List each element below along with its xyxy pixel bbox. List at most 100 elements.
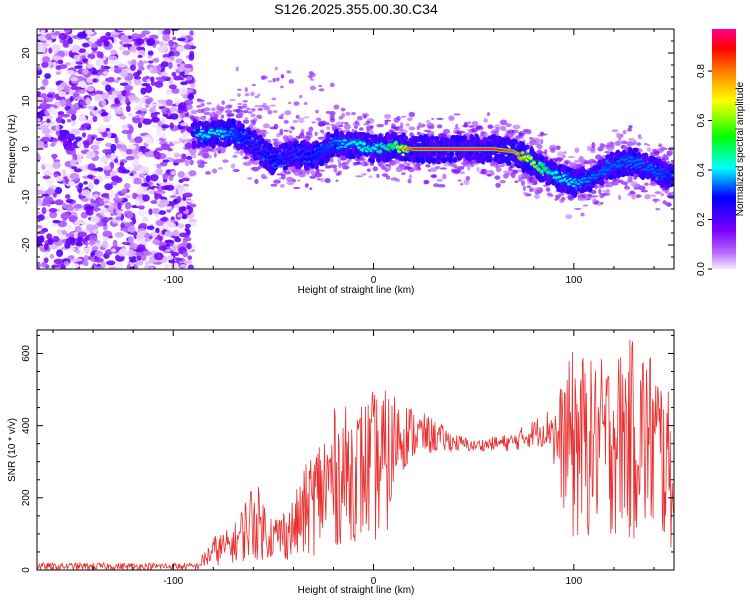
noise-cell: [118, 93, 123, 101]
noise-cell: [49, 244, 59, 250]
halo-cell: [514, 180, 519, 183]
noise-cell: [85, 205, 95, 211]
noise-cell: [122, 124, 128, 129]
noise-cell: [46, 118, 51, 123]
noise-cell: [130, 59, 137, 66]
noise-cell: [91, 50, 98, 54]
noise-cell: [101, 99, 107, 107]
halo-cell: [407, 117, 413, 121]
noise-cell: [37, 261, 41, 269]
halo-cell: [535, 142, 542, 148]
halo-cell: [320, 129, 325, 134]
noise-cell: [74, 65, 83, 69]
noise-cell: [70, 77, 78, 82]
halo-cell: [260, 75, 268, 79]
noise-cell: [146, 38, 156, 46]
halo-cell: [403, 161, 408, 165]
halo-cell: [309, 175, 317, 179]
halo-cell: [224, 105, 232, 110]
noise-cell: [114, 79, 120, 84]
noise-cell: [67, 37, 73, 45]
halo-cell: [423, 129, 431, 133]
noise-cell: [162, 159, 170, 163]
noise-cell: [164, 42, 170, 47]
noise-cell: [189, 30, 194, 36]
halo-cell: [278, 116, 284, 120]
halo-cell: [416, 125, 420, 131]
noise-cell: [102, 148, 112, 154]
halo-cell: [470, 127, 479, 133]
noise-cell: [183, 192, 193, 198]
ridge-body-cell: [353, 131, 358, 139]
noise-cell: [91, 224, 100, 230]
halo-cell: [391, 123, 396, 128]
noise-cell: [52, 61, 57, 67]
noise-cell: [120, 222, 126, 229]
halo-cell: [315, 117, 322, 121]
noise-cell: [113, 68, 123, 74]
halo-cell: [450, 163, 458, 168]
halo-cell: [495, 126, 500, 133]
halo-cell: [356, 115, 363, 121]
noise-cell: [52, 138, 59, 143]
noise-cell: [41, 43, 47, 52]
noise-cell: [127, 225, 136, 233]
halo-cell: [298, 174, 307, 177]
noise-cell: [59, 129, 69, 137]
halo-cell: [276, 133, 281, 138]
halo-cell: [503, 129, 509, 132]
noise-cell: [116, 143, 123, 150]
halo-cell: [284, 170, 292, 175]
noise-cell: [129, 243, 138, 249]
noise-cell: [124, 201, 132, 210]
halo-cell: [622, 130, 627, 135]
noise-cell: [120, 149, 127, 158]
noise-cell: [173, 50, 180, 57]
noise-cell: [124, 96, 130, 104]
halo-cell: [406, 166, 413, 169]
noise-cell: [132, 192, 137, 200]
halo-cell: [319, 177, 325, 183]
halo-cell: [250, 91, 255, 97]
noise-cell: [62, 39, 69, 48]
noise-cell: [157, 177, 162, 185]
noise-cell: [166, 208, 172, 213]
noise-cell: [74, 136, 83, 141]
halo-cell: [405, 123, 411, 127]
halo-cell: [318, 88, 325, 92]
halo-cell: [217, 150, 221, 154]
noise-cell: [37, 43, 42, 48]
noise-cell: [41, 261, 47, 268]
halo-cell: [573, 207, 582, 210]
spectrogram-heatmap: [37, 29, 674, 269]
halo-cell: [386, 175, 391, 180]
halo-cell: [669, 148, 673, 153]
noise-cell: [37, 91, 42, 96]
noise-cell: [104, 165, 112, 171]
ridge-body-cell: [325, 131, 331, 140]
noise-cell: [94, 90, 104, 95]
halo-cell: [637, 134, 642, 138]
halo-cell: [507, 129, 515, 134]
noise-cell: [77, 147, 85, 151]
noise-cell: [129, 259, 137, 263]
noise-cell: [164, 29, 171, 36]
halo-cell: [522, 192, 529, 195]
noise-cell: [173, 159, 183, 163]
noise-cell: [132, 158, 140, 165]
halo-cell: [459, 171, 465, 175]
halo-cell: [486, 112, 491, 117]
noise-cell: [105, 154, 112, 159]
noise-cell: [98, 198, 104, 202]
halo-cell: [337, 158, 341, 164]
noise-cell: [104, 84, 112, 92]
halo-cell: [574, 160, 580, 164]
halo-cell: [363, 114, 367, 119]
noise-cell: [100, 80, 110, 86]
noise-cell: [127, 236, 134, 244]
noise-cell: [157, 210, 167, 215]
noise-cell: [176, 45, 186, 53]
halo-cell: [644, 142, 648, 146]
noise-cell: [133, 77, 142, 86]
noise-cell: [150, 174, 159, 182]
